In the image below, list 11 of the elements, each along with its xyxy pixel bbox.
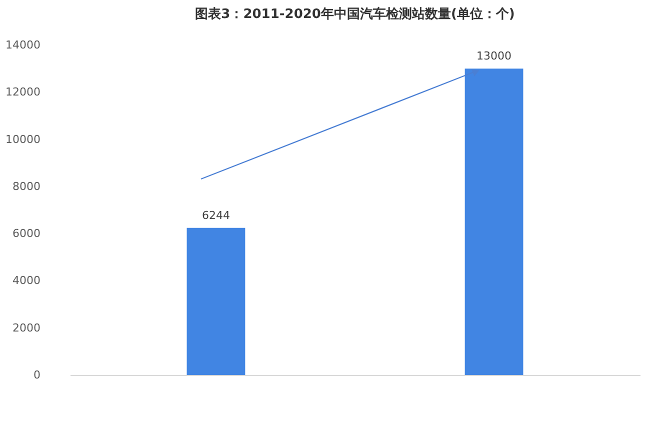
y-tick-label: 14000 xyxy=(6,38,40,52)
y-tick-label: 12000 xyxy=(6,86,40,99)
y-tick-label: 10000 xyxy=(6,132,40,146)
y-tick-label: 0 xyxy=(34,368,40,382)
y-tick-label: 8000 xyxy=(12,180,40,193)
y-tick-label: 6000 xyxy=(12,227,40,240)
data-label: 6244 xyxy=(202,208,230,222)
data-label: 13000 xyxy=(476,50,512,63)
y-tick-label: 4000 xyxy=(12,274,40,288)
y-tick-label: 2000 xyxy=(12,321,40,334)
chart-title: 图表3：2011-2020年中国汽车检测站数量(单位：个) xyxy=(195,6,515,22)
